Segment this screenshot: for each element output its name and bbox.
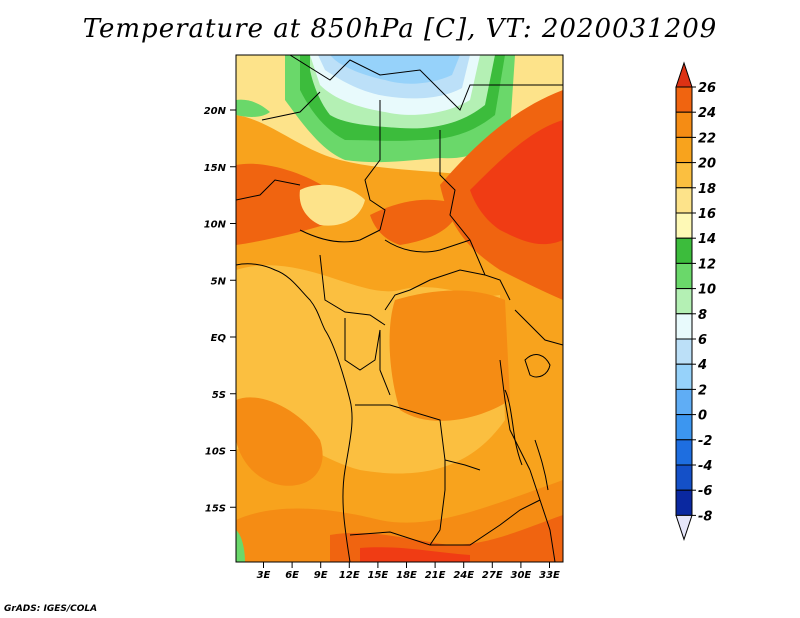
lat-tick-label: 10N xyxy=(204,220,227,231)
colorbar-label: 10 xyxy=(698,283,716,298)
field-2-4 xyxy=(330,55,460,84)
lon-tick-label: 18E xyxy=(396,570,417,581)
colorbar-label: 6 xyxy=(698,333,707,348)
field-congo-22 xyxy=(389,290,510,421)
colorbar-label: -6 xyxy=(698,484,712,499)
lake-outlines xyxy=(504,354,551,491)
colorbar-segment xyxy=(675,414,693,441)
lat-tick-label: 15N xyxy=(204,163,227,174)
colorbar-label: 22 xyxy=(698,131,716,146)
colorbar-segment xyxy=(675,489,693,516)
colorbar-label: 16 xyxy=(698,207,716,222)
colorbar-label: 18 xyxy=(698,182,716,197)
colorbar-label: 20 xyxy=(698,157,716,172)
colorbar-segment xyxy=(675,86,693,113)
colorbar-label: 26 xyxy=(698,81,716,96)
colorbar-segment xyxy=(675,313,693,340)
lon-tick-label: 30E xyxy=(511,570,532,581)
country-borders xyxy=(236,55,563,562)
colorbar-label: 4 xyxy=(697,358,707,373)
colorbar-label: -2 xyxy=(698,434,712,449)
field-south-26 xyxy=(360,547,470,562)
field-22-24-central xyxy=(370,199,460,245)
colorbar-under-triangle xyxy=(675,514,693,541)
lon-tick-label: 15E xyxy=(368,570,389,581)
lon-tick-label: 6E xyxy=(285,570,299,581)
colorbar-segment xyxy=(675,388,693,416)
field-south-22 xyxy=(236,480,563,562)
field-24-26-east xyxy=(470,120,563,245)
field-angola-22 xyxy=(236,397,323,486)
lon-tick-label: 24E xyxy=(453,570,474,581)
colorbar-label: 2 xyxy=(698,383,707,398)
colorbar-segment xyxy=(675,187,693,214)
colorbar-segment xyxy=(675,111,693,138)
colorbar-label: -8 xyxy=(698,509,712,524)
colorbar-segment xyxy=(675,288,693,315)
colorbar-segment xyxy=(675,262,693,290)
colorbar-segment xyxy=(675,464,693,491)
colorbar-label: 24 xyxy=(698,106,716,121)
colorbar-segment xyxy=(675,162,693,189)
lat-tick-label: 15S xyxy=(205,503,226,514)
lat-tick-label: 5S xyxy=(212,390,226,401)
field-16-18-chad xyxy=(299,184,365,226)
lon-tick-label: 3E xyxy=(257,570,271,581)
lon-tick-label: 33E xyxy=(539,570,560,581)
lon-tick-label: 21E xyxy=(425,570,446,581)
colorbar-segment xyxy=(675,439,693,466)
colorbar-segment xyxy=(675,136,693,164)
map-frame xyxy=(235,54,564,563)
colorbar-segment xyxy=(675,212,693,239)
lat-tick-label: EQ xyxy=(211,333,227,344)
map-title: Temperature at 850hPa [C], VT: 202003120… xyxy=(82,14,718,44)
lon-tick-label: 27E xyxy=(482,570,503,581)
field-nw-cool xyxy=(236,99,270,117)
colorbar-segment xyxy=(675,237,693,264)
colorbar-label: 14 xyxy=(698,232,716,247)
grads-credit: GrADS: IGES/COLA xyxy=(4,604,98,614)
longitude-axis: 3E 6E 9E 12E 15E 18E 21E 24E 27E 30E 33E xyxy=(257,562,560,581)
latitude-axis: 20N 15N 10N 5N EQ 5S 10S 15S xyxy=(204,106,236,514)
lat-tick-label: 10S xyxy=(205,447,226,458)
colorbar-label: 12 xyxy=(698,257,716,272)
colorbar-label: 0 xyxy=(698,409,707,424)
colorbar-segment xyxy=(675,338,693,365)
lon-tick-label: 12E xyxy=(339,570,360,581)
colorbar-label: -4 xyxy=(698,459,712,474)
field-sw-cool xyxy=(236,530,245,562)
lat-tick-label: 5N xyxy=(211,276,227,287)
lat-tick-label: 20N xyxy=(204,106,227,117)
lon-tick-label: 9E xyxy=(314,570,328,581)
colorbar-segment xyxy=(675,363,693,390)
temperature-field xyxy=(236,55,563,562)
colorbar-label: 8 xyxy=(698,308,707,323)
colorbar-over-triangle xyxy=(675,61,693,88)
